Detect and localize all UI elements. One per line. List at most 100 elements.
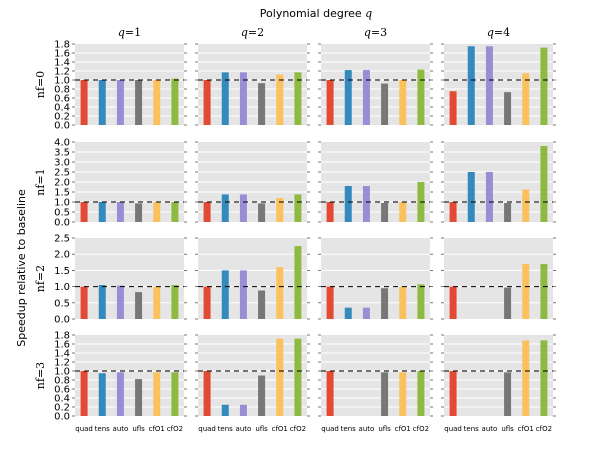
row-label-nf1: nf=1 (34, 168, 47, 195)
bar-ufls (504, 203, 512, 222)
bar-auto (239, 270, 247, 319)
bar-auto (485, 46, 493, 125)
chart-title-text: Polynomial degree (260, 7, 362, 20)
y-tick-label: 2.0 (54, 178, 70, 189)
bar-tens (98, 373, 106, 416)
bar-tens (221, 194, 229, 222)
panel-r2-c2 (318, 237, 433, 320)
panel-background (444, 335, 553, 416)
y-tick-label: 1.4 (54, 349, 70, 360)
x-tick-label-quad: quad (75, 425, 93, 433)
panel-grid: 0.00.20.40.60.81.01.21.41.61.8q=1 q=2 q=3 q… (34, 26, 556, 433)
y-tick-label: 2.0 (54, 250, 70, 261)
bar-cfO2 (294, 246, 302, 319)
bar-cfO1 (153, 372, 161, 416)
panel-r0-c0: 0.00.20.40.60.81.01.21.41.61.8 q=1 (54, 26, 187, 132)
bar-ufls (135, 292, 143, 319)
bar-quad (80, 202, 88, 222)
panel-background (75, 44, 184, 125)
panel-r0-c1: q=2 (195, 26, 310, 126)
bar-auto (239, 404, 247, 416)
panel-background (321, 44, 430, 125)
x-tick-label-ufls: ufls (255, 425, 268, 433)
bar-auto (362, 186, 370, 222)
y-tick-label: 0.8 (54, 85, 70, 96)
y-tick-label: 0.5 (54, 298, 70, 309)
bar-quad (326, 286, 334, 319)
column-label-value: =4 (494, 26, 510, 39)
bar-ufls (258, 375, 266, 416)
bar-cfO2 (540, 340, 548, 416)
panel-r3-c2: quad tens auto ufls cfO1 cfO2 (318, 334, 433, 433)
bar-tens (344, 70, 352, 125)
bar-cfO1 (276, 198, 284, 222)
bar-ufls (504, 92, 512, 125)
chart-title: Polynomial degree q (260, 7, 372, 20)
row-label-nf0: nf=0 (34, 71, 47, 98)
x-tick-label-cfO1: cfO1 (272, 425, 288, 433)
y-tick-label: 0.0 (54, 315, 70, 326)
x-tick-label-cfO1: cfO1 (395, 425, 411, 433)
x-tick-label-auto: auto (482, 425, 498, 433)
bar-tens (98, 202, 106, 222)
y-tick-label: 0.0 (54, 218, 70, 229)
x-tick-label-tens: tens (341, 425, 356, 433)
x-tick-label-auto: auto (236, 425, 252, 433)
y-tick-label: 1.0 (54, 198, 70, 209)
x-tick-label-cfO2: cfO2 (290, 425, 306, 433)
panel-background (75, 238, 184, 319)
x-tick-label-cfO1: cfO1 (149, 425, 165, 433)
bar-cfO2 (540, 47, 548, 125)
bar-quad (203, 286, 211, 319)
bar-auto (116, 80, 124, 125)
bar-cfO1 (276, 267, 284, 319)
bar-cfO1 (276, 338, 284, 416)
x-tick-label-auto: auto (113, 425, 129, 433)
bar-cfO1 (153, 286, 161, 319)
bar-auto (362, 70, 370, 125)
y-tick-label: 1.6 (54, 49, 70, 60)
bar-ufls (135, 80, 143, 125)
bar-quad (80, 371, 88, 416)
row-label-nf2: nf=2 (34, 265, 47, 292)
bar-cfO1 (399, 202, 407, 222)
bar-auto (239, 194, 247, 222)
panel-r1-c2 (318, 141, 433, 223)
panel-r1-c3 (441, 141, 556, 223)
y-tick-label: 1.4 (54, 58, 70, 69)
y-tick-label: 0.4 (54, 103, 70, 114)
bar-ufls (381, 203, 389, 222)
y-tick-label: 1.0 (54, 367, 70, 378)
bar-quad (80, 286, 88, 319)
column-label-var: q (241, 26, 248, 39)
bar-cfO1 (522, 340, 530, 416)
row-label-nf3: nf=3 (34, 362, 47, 389)
bar-quad (326, 202, 334, 222)
bar-cfO1 (522, 263, 530, 319)
y-tick-label: 4.0 (54, 138, 70, 149)
bar-auto (116, 285, 124, 319)
y-tick-label: 1.5 (54, 188, 70, 199)
bar-quad (326, 371, 334, 416)
bar-cfO1 (153, 80, 161, 125)
column-label-value: =3 (371, 26, 387, 39)
bar-cfO1 (522, 73, 530, 125)
bar-ufls (135, 203, 143, 222)
y-tick-label: 1.5 (54, 266, 70, 277)
panel-r2-c0: 0.0 0.5 1.0 1.5 2.0 2.5 (54, 234, 187, 326)
x-tick-label-tens: tens (218, 425, 233, 433)
column-label-var: q (487, 26, 494, 39)
bar-tens (344, 307, 352, 319)
column-label-q4: q=4 (487, 26, 510, 39)
panel-r0-c2: q=3 (318, 26, 433, 126)
column-label-value: =1 (125, 26, 141, 39)
bar-quad (449, 202, 457, 222)
bar-cfO2 (417, 69, 425, 125)
y-tick-label: 0.2 (54, 403, 70, 414)
y-tick-label: 0.8 (54, 376, 70, 387)
bar-quad (80, 80, 88, 125)
y-tick-label: 0.0 (54, 412, 70, 423)
panel-background (321, 238, 430, 319)
bar-cfO2 (294, 338, 302, 416)
column-label-q2: q=2 (241, 26, 264, 39)
